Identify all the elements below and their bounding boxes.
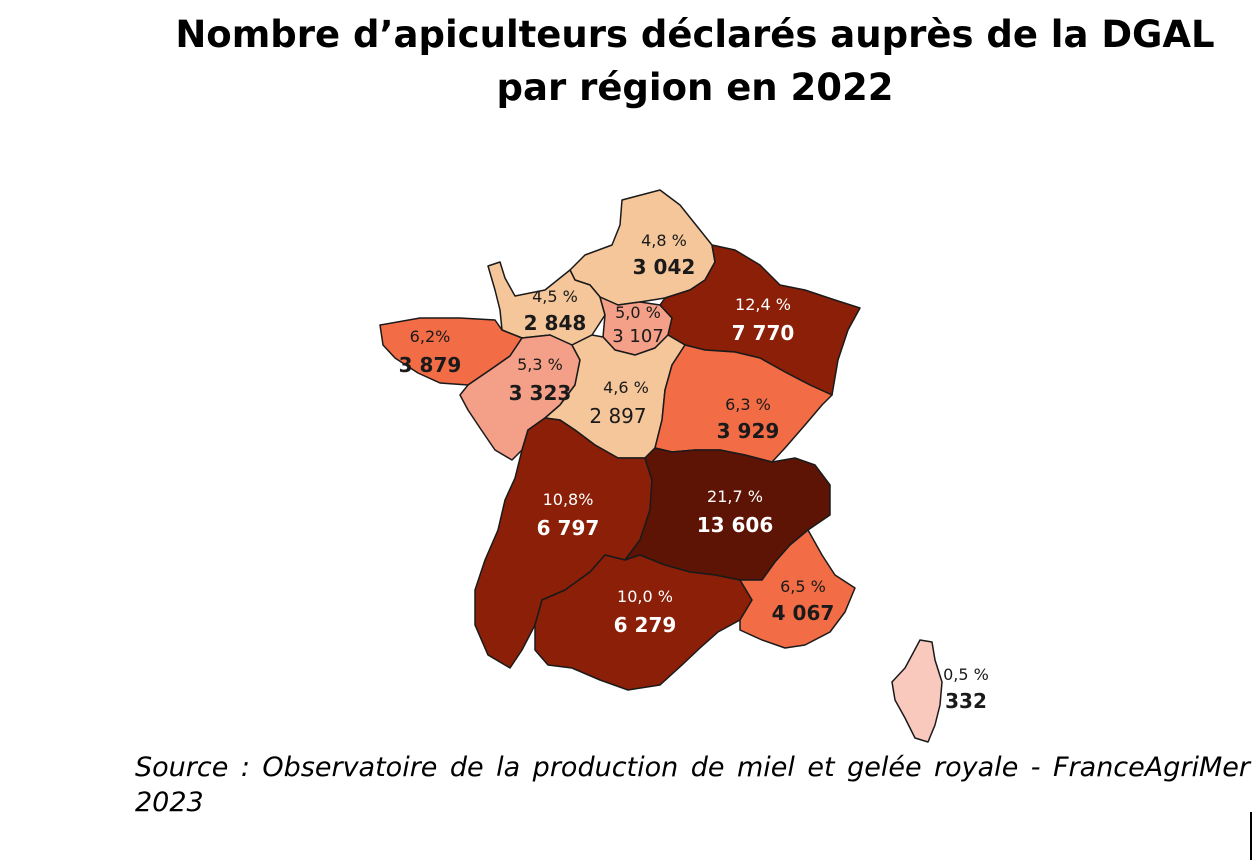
- region-count-label: 332: [945, 689, 987, 713]
- region-percent-label: 5,0 %: [615, 303, 661, 322]
- region-count-label: 2 897: [589, 404, 646, 428]
- region-count-label: 2 848: [524, 311, 587, 335]
- region-count-label: 3 042: [633, 255, 696, 279]
- region-count-label: 3 879: [399, 353, 462, 377]
- region-count-label: 3 107: [612, 326, 664, 347]
- region-count-label: 6 797: [537, 516, 600, 540]
- region-shape: [654, 344, 833, 463]
- edge-divider: [1250, 812, 1252, 860]
- region-percent-label: 10,0 %: [617, 587, 673, 606]
- region-shape: [739, 529, 856, 649]
- region-percent-label: 12,4 %: [735, 295, 791, 314]
- region-percent-label: 6,2%: [410, 327, 451, 346]
- region-count-label: 4 067: [772, 601, 835, 625]
- region-percent-label: 4,8 %: [641, 231, 687, 250]
- region-labels: 4,8 % 3 042 4,5 % 2 848 5,0 % 3 107 12,4…: [399, 231, 989, 713]
- region-count-label: 3 323: [509, 381, 572, 405]
- region-count-label: 13 606: [697, 513, 774, 537]
- region-percent-label: 0,5 %: [943, 665, 989, 684]
- region-percent-label: 10,8%: [543, 490, 594, 509]
- region-count-label: 6 279: [614, 613, 677, 637]
- region-shape: [891, 639, 943, 743]
- region-percent-label: 5,3 %: [517, 355, 563, 374]
- map-title-line-1: Nombre d’apiculteurs déclarés auprès de …: [175, 13, 1215, 56]
- region-count-label: 7 770: [732, 321, 795, 345]
- region-percent-label: 4,6 %: [603, 378, 649, 397]
- map-title-line-2: par région en 2022: [496, 66, 894, 109]
- region-count-label: 3 929: [717, 419, 780, 443]
- source-caption: Source : Observatoire de la production d…: [135, 752, 1250, 818]
- region-percent-label: 4,5 %: [532, 287, 578, 306]
- region-percent-label: 6,3 %: [725, 395, 771, 414]
- region-percent-label: 6,5 %: [780, 577, 826, 596]
- map-title: Nombre d’apiculteurs déclarés auprès de …: [120, 8, 1255, 114]
- region-percent-label: 21,7 %: [707, 487, 763, 506]
